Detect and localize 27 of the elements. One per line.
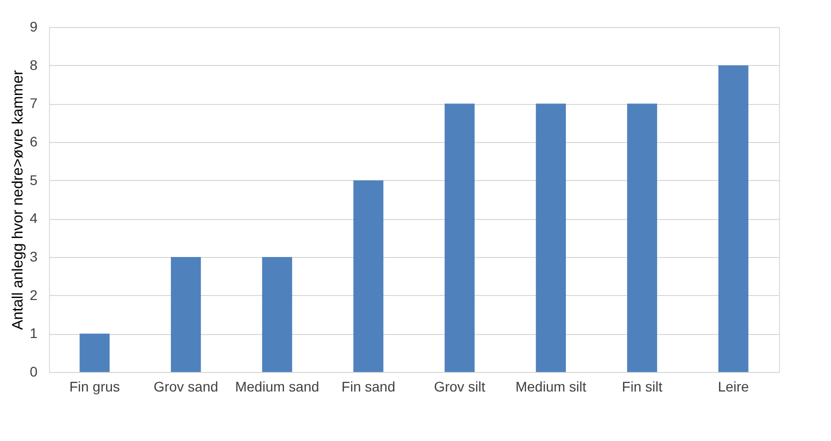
x-tick-label: Medium sand [235, 378, 320, 394]
x-tick-label: Fin grus [69, 378, 120, 394]
y-tick-label: 2 [30, 286, 38, 303]
x-tick-label: Leire [718, 378, 750, 394]
y-tick-label: 8 [30, 56, 38, 73]
bar [627, 104, 658, 372]
bar [170, 257, 201, 372]
y-tick-label: 7 [30, 95, 38, 112]
bar [536, 104, 566, 372]
x-tick-label: Grov silt [434, 378, 486, 394]
y-axis-title: Antall anlegg hvor nedre>øvre kammer [10, 70, 27, 330]
bar [80, 334, 110, 372]
y-tick-label: 0 [30, 364, 38, 380]
y-tick-label: 3 [30, 248, 38, 264]
y-tick-label: 6 [30, 134, 38, 150]
bar [718, 65, 748, 372]
bar [262, 257, 292, 372]
x-tick-label: Fin sand [342, 378, 396, 394]
y-tick-label: 9 [30, 18, 38, 34]
y-tick-label: 5 [30, 172, 38, 188]
y-tick-label: 1 [30, 325, 38, 342]
bar [353, 180, 384, 372]
y-tick-label: 4 [30, 210, 38, 226]
x-tick-label: Grov sand [154, 378, 218, 394]
x-tick-label: Fin silt [622, 378, 662, 394]
bar [444, 104, 475, 372]
x-tick-label: Medium silt [515, 378, 586, 394]
